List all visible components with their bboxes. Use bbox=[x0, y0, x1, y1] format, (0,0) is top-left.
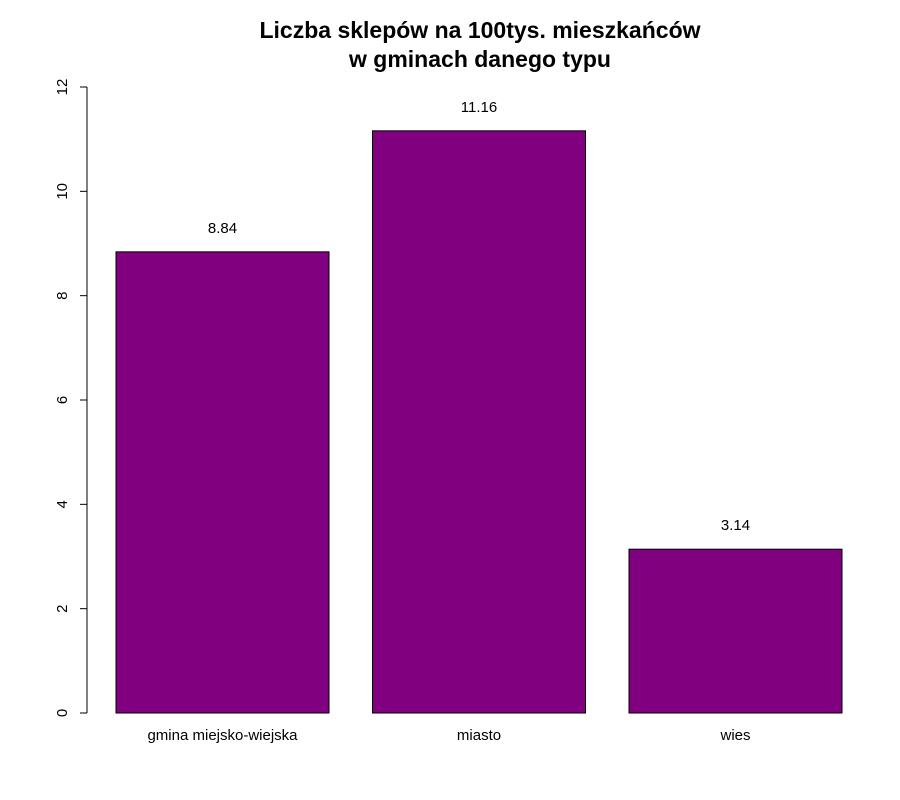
x-category-label: miasto bbox=[457, 727, 501, 744]
bar bbox=[372, 130, 586, 714]
x-category-label: gmina miejsko-wiejska bbox=[147, 727, 298, 744]
bar-value-label: 11.16 bbox=[461, 99, 497, 116]
chart-title-line-2: w gminach danego typu bbox=[348, 46, 611, 72]
y-tick-label: 6 bbox=[54, 396, 71, 404]
x-category-label: wies bbox=[719, 727, 750, 744]
bar-value-label: 3.14 bbox=[721, 517, 750, 534]
bars: 8.84 gmina miejsko-wiejska 11.16 miasto 3.14… bbox=[115, 99, 843, 744]
bar-value-label: 8.84 bbox=[208, 220, 237, 237]
y-tick-label: 2 bbox=[54, 604, 71, 612]
chart-title-line-1: Liczba sklepów na 100tys. mieszkańców bbox=[259, 17, 700, 43]
y-tick-label: 0 bbox=[54, 709, 71, 717]
y-tick-label: 10 bbox=[54, 183, 71, 200]
bar bbox=[628, 548, 843, 714]
bar bbox=[115, 251, 330, 714]
y-tick-label: 4 bbox=[54, 500, 71, 508]
y-tick-label: 12 bbox=[54, 79, 71, 96]
y-axis: 0 2 4 6 8 10 12 bbox=[54, 79, 88, 717]
y-tick-label: 8 bbox=[54, 291, 71, 299]
